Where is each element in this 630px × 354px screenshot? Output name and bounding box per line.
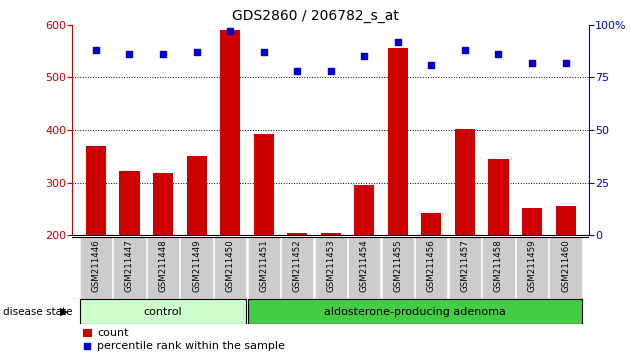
Text: GSM211453: GSM211453 (326, 239, 335, 292)
Bar (248, 237, 280, 299)
Text: GSM211460: GSM211460 (561, 239, 570, 292)
Bar (120, 171, 139, 341)
Bar (449, 237, 481, 299)
Point (192, 49, 202, 55)
Point (225, 28, 235, 34)
Text: GSM211446: GSM211446 (91, 239, 100, 292)
Bar (455, 129, 475, 341)
Text: GSM211452: GSM211452 (293, 239, 302, 292)
Point (83, 343, 93, 349)
Bar (415, 237, 447, 299)
Point (259, 49, 269, 55)
Text: GDS2860 / 206782_s_at: GDS2860 / 206782_s_at (232, 9, 398, 23)
Bar (488, 159, 508, 341)
Point (527, 60, 537, 65)
Bar (483, 237, 515, 299)
Bar (522, 208, 542, 341)
Bar (254, 134, 273, 341)
Bar (348, 237, 381, 299)
Bar (516, 237, 548, 299)
Text: control: control (144, 307, 182, 316)
Text: GSM211457: GSM211457 (461, 239, 469, 292)
Text: GSM211459: GSM211459 (527, 239, 537, 292)
Bar (214, 237, 246, 299)
Point (91, 47, 101, 53)
Text: GSM211448: GSM211448 (159, 239, 168, 292)
Bar (113, 237, 146, 299)
Point (392, 39, 403, 45)
Bar (220, 30, 240, 341)
Bar (147, 237, 179, 299)
Point (158, 51, 168, 57)
Bar (248, 299, 581, 324)
Text: GSM211449: GSM211449 (192, 239, 201, 292)
Bar (321, 233, 341, 341)
Bar (287, 233, 307, 341)
Bar (80, 299, 246, 324)
Bar (153, 173, 173, 341)
Text: GSM211451: GSM211451 (259, 239, 268, 292)
Point (493, 51, 503, 57)
Text: count: count (97, 328, 129, 338)
Bar (354, 185, 374, 341)
Bar (180, 237, 213, 299)
Bar (186, 156, 207, 341)
Bar (80, 237, 112, 299)
Text: GSM211450: GSM211450 (226, 239, 234, 292)
Bar (382, 237, 414, 299)
Bar (388, 48, 408, 341)
Text: GSM211455: GSM211455 (393, 239, 403, 292)
Bar (549, 237, 581, 299)
Point (125, 51, 135, 57)
Bar (556, 206, 576, 341)
Point (359, 53, 369, 59)
Text: aldosterone-producing adenoma: aldosterone-producing adenoma (324, 307, 505, 316)
Point (427, 62, 437, 68)
Text: GSM211447: GSM211447 (125, 239, 134, 292)
Bar (281, 237, 313, 299)
Text: GSM211458: GSM211458 (494, 239, 503, 292)
Point (292, 68, 302, 74)
Point (460, 47, 470, 53)
Point (326, 68, 336, 74)
Bar (314, 237, 347, 299)
Point (561, 60, 571, 65)
Text: disease state: disease state (3, 307, 72, 316)
Text: GSM211456: GSM211456 (427, 239, 436, 292)
Text: GSM211454: GSM211454 (360, 239, 369, 292)
Text: ▶: ▶ (60, 307, 68, 316)
Bar (421, 213, 442, 341)
Bar (83, 329, 92, 337)
Text: percentile rank within the sample: percentile rank within the sample (97, 341, 285, 352)
Bar (86, 146, 106, 341)
